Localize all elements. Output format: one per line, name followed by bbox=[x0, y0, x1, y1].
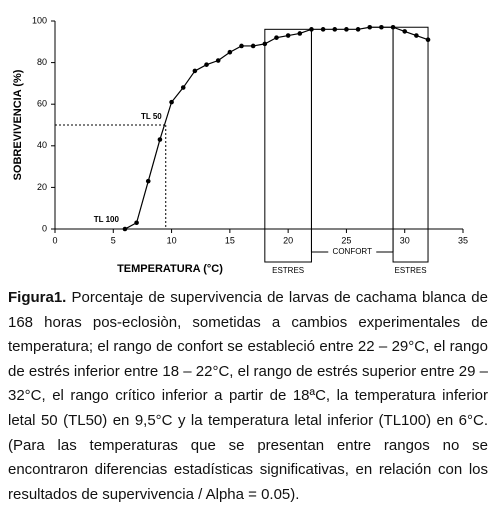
point bbox=[262, 41, 268, 47]
caption-label: Figura1. bbox=[8, 289, 67, 306]
zone-box bbox=[264, 28, 312, 263]
caption: Figura1. Porcentaje de supervivencia de … bbox=[8, 286, 488, 507]
zone-label: ESTRES bbox=[272, 266, 304, 275]
x-tick-label: 0 bbox=[52, 235, 57, 245]
y-tick-label: 100 bbox=[32, 15, 47, 25]
point bbox=[134, 220, 139, 226]
x-tick-label: 10 bbox=[167, 235, 177, 245]
chart: SOBREVIVENCIA (%) TEMPERATURA (°C) 0 5 10 1… bbox=[12, 15, 468, 275]
x-tick-label: 30 bbox=[400, 235, 410, 245]
x-tick-label: 5 bbox=[111, 235, 116, 245]
zone-box bbox=[392, 26, 429, 263]
point bbox=[344, 27, 349, 32]
zone-label: CONFORT bbox=[333, 247, 373, 256]
point bbox=[425, 37, 431, 43]
point bbox=[169, 99, 174, 105]
point bbox=[192, 68, 198, 74]
point bbox=[157, 137, 163, 142]
y-tick-label: 60 bbox=[37, 99, 47, 109]
point bbox=[285, 33, 291, 38]
x-tick-label: 25 bbox=[341, 235, 351, 245]
x-tick-label: 35 bbox=[458, 235, 468, 245]
point bbox=[227, 49, 233, 55]
x-tick-label: 20 bbox=[283, 235, 293, 245]
point bbox=[274, 35, 279, 40]
point bbox=[320, 27, 326, 32]
line bbox=[124, 26, 429, 230]
annotation-label: TL 50 bbox=[141, 112, 162, 121]
x-tick-label: 15 bbox=[225, 235, 235, 245]
point bbox=[355, 27, 361, 32]
caption-text: Porcentaje de supervivencia de larvas de… bbox=[8, 289, 488, 503]
point bbox=[122, 226, 128, 232]
point bbox=[250, 43, 256, 49]
point bbox=[332, 27, 338, 32]
point bbox=[215, 58, 221, 63]
point bbox=[145, 178, 151, 184]
point bbox=[414, 33, 419, 38]
point bbox=[367, 24, 373, 30]
x-axis-label: TEMPERATURA (°C) bbox=[117, 263, 223, 275]
point bbox=[379, 24, 384, 30]
y-tick-label: 0 bbox=[42, 223, 47, 233]
y-tick-label: 40 bbox=[37, 140, 47, 150]
point bbox=[390, 24, 396, 30]
y-axis-label: SOBREVIVENCIA (%) bbox=[12, 69, 24, 180]
annotation-label: TL 100 bbox=[94, 215, 120, 224]
point bbox=[297, 31, 303, 36]
y-tick-label: 80 bbox=[37, 57, 47, 67]
point bbox=[239, 43, 244, 49]
y-tick-label: 20 bbox=[37, 182, 47, 192]
point bbox=[402, 29, 408, 34]
point bbox=[309, 27, 314, 32]
point bbox=[204, 62, 209, 67]
zone-label: ESTRES bbox=[395, 266, 427, 275]
point bbox=[180, 85, 186, 90]
